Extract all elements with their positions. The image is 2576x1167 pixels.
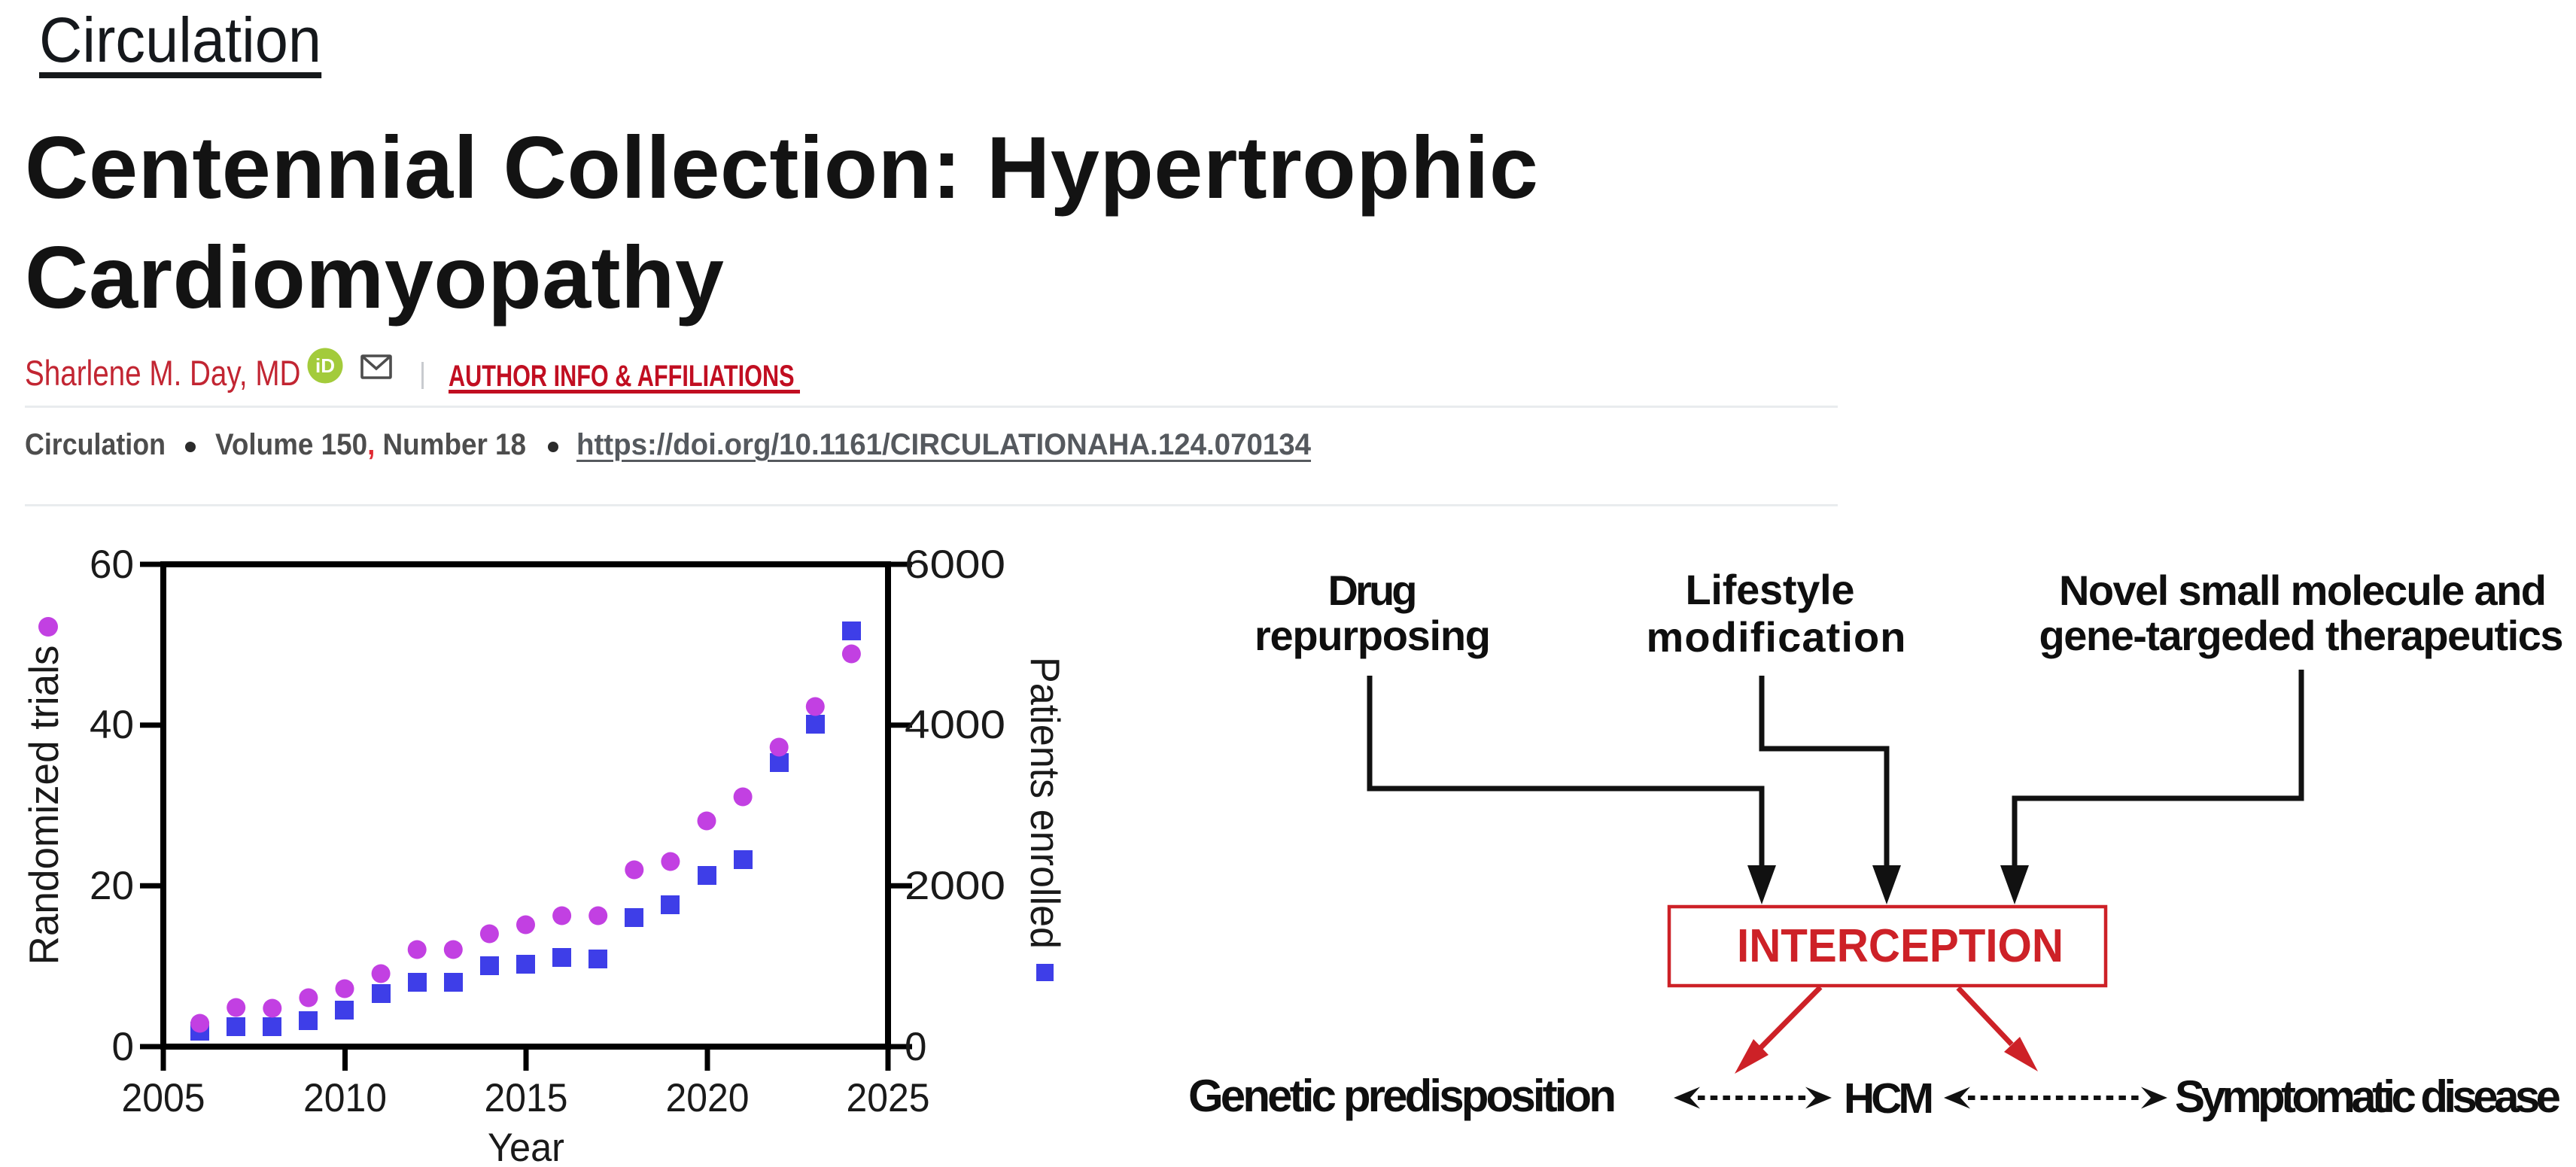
svg-text:2020: 2020	[666, 1076, 750, 1120]
svg-text:2015: 2015	[485, 1076, 568, 1120]
svg-text:INTERCEPTION: INTERCEPTION	[1737, 920, 2064, 972]
svg-text:20: 20	[90, 864, 134, 908]
svg-text:60: 60	[90, 542, 134, 587]
svg-text:40: 40	[90, 703, 134, 747]
svg-text:gene-targeded therapeutics: gene-targeded therapeutics	[2039, 612, 2564, 659]
svg-text:HCM: HCM	[1844, 1074, 1934, 1123]
svg-text:modification: modification	[1647, 613, 1906, 661]
svg-text:Lifestyle: Lifestyle	[1686, 566, 1855, 613]
svg-text:6000: 6000	[905, 542, 1005, 587]
svg-text:2010: 2010	[303, 1076, 387, 1120]
svg-text:Year: Year	[488, 1126, 564, 1167]
svg-text:Randomized trials: Randomized trials	[20, 646, 67, 965]
svg-text:2005: 2005	[122, 1076, 205, 1120]
svg-text:2025: 2025	[847, 1076, 930, 1120]
svg-text:repurposing: repurposing	[1255, 612, 1491, 659]
svg-text:iD: iD	[315, 354, 335, 377]
svg-text:0: 0	[112, 1025, 134, 1069]
svg-text:Genetic predisposition: Genetic predisposition	[1188, 1071, 1616, 1121]
svg-text:Drug: Drug	[1328, 567, 1418, 614]
svg-text:Patients enrolled: Patients enrolled	[1022, 657, 1069, 949]
svg-text:0: 0	[905, 1025, 926, 1069]
svg-text:4000: 4000	[905, 703, 1005, 747]
svg-text:Symptomatic disease: Symptomatic disease	[2175, 1071, 2561, 1122]
svg-text:2000: 2000	[905, 864, 1005, 908]
svg-text:Novel small molecule and: Novel small molecule and	[2059, 567, 2547, 614]
